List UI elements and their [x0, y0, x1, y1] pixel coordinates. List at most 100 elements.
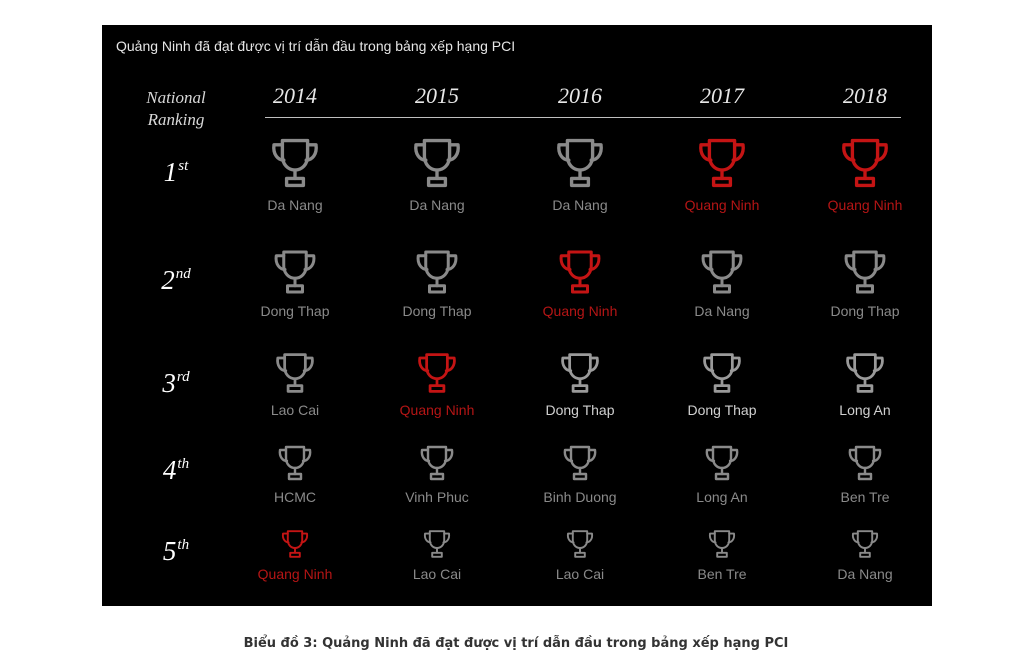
rank-cell: Da Nang: [225, 135, 365, 213]
trophy-icon: [367, 443, 507, 483]
rank-cell: Long An: [795, 350, 935, 418]
rank-label-2: 2nd: [148, 265, 204, 296]
rank-cell: Ben Tre: [652, 528, 792, 582]
year-header-4: 2018: [843, 83, 887, 108]
province-name: Ben Tre: [840, 489, 890, 505]
rank-number: 4: [162, 455, 177, 485]
rank-cell: Da Nang: [510, 135, 650, 213]
province-name: Da Nang: [552, 197, 608, 213]
rank-cell: HCMC: [225, 443, 365, 505]
province-name: Lao Cai: [555, 566, 605, 582]
trophy-icon: [225, 443, 365, 483]
province-name: Dong Thap: [545, 402, 615, 418]
rank-cell: Dong Thap: [367, 247, 507, 319]
province-name: Da Nang: [694, 303, 750, 319]
rank-cell: Dong Thap: [510, 350, 650, 418]
rank-label-1: 1st: [148, 157, 204, 188]
province-name: Quang Ninh: [827, 197, 903, 213]
trophy-icon: [225, 135, 365, 191]
rank-cell: Quang Ninh: [225, 528, 365, 582]
province-name: Quang Ninh: [257, 566, 333, 582]
rank-suffix: rd: [176, 369, 190, 385]
trophy-icon: [510, 247, 650, 297]
year-header-2: 2016: [558, 83, 602, 108]
province-name: Dong Thap: [830, 303, 900, 319]
trophy-icon: [652, 350, 792, 396]
trophy-icon: [652, 135, 792, 191]
province-name: Long An: [839, 402, 891, 418]
trophy-icon: [652, 528, 792, 560]
rank-label-4: 4th: [148, 455, 204, 486]
year-header-3: 2017: [700, 83, 744, 108]
year-header-0: 2014: [273, 83, 317, 108]
province-name: Vinh Phuc: [405, 489, 469, 505]
trophy-icon: [795, 135, 935, 191]
year-header-1: 2015: [415, 83, 459, 108]
province-name: Da Nang: [409, 197, 465, 213]
rank-cell: Quang Ninh: [795, 135, 935, 213]
national-ranking-line2: Ranking: [147, 110, 205, 129]
rank-suffix: th: [177, 537, 190, 553]
rank-cell: Ben Tre: [795, 443, 935, 505]
trophy-icon: [652, 247, 792, 297]
trophy-icon: [795, 350, 935, 396]
province-name: Quang Ninh: [399, 402, 475, 418]
rank-number: 3: [162, 368, 176, 398]
rank-cell: Dong Thap: [225, 247, 365, 319]
national-ranking-label: National Ranking: [118, 87, 234, 131]
rank-cell: Da Nang: [367, 135, 507, 213]
province-name: Ben Tre: [697, 566, 747, 582]
national-ranking-line1: National: [146, 88, 206, 107]
trophy-icon: [367, 350, 507, 396]
rank-cell: Binh Duong: [510, 443, 650, 505]
province-name: Dong Thap: [260, 303, 330, 319]
rank-label-5: 5th: [148, 536, 204, 567]
province-name: Dong Thap: [402, 303, 472, 319]
trophy-icon: [795, 247, 935, 297]
trophy-icon: [795, 443, 935, 483]
rank-cell: Lao Cai: [367, 528, 507, 582]
rank-cell: Lao Cai: [510, 528, 650, 582]
rank-cell: Quang Ninh: [367, 350, 507, 418]
figure-caption: Biểu đồ 3: Quảng Ninh đã đạt được vị trí…: [243, 636, 789, 651]
province-name: Quang Ninh: [684, 197, 760, 213]
trophy-icon: [795, 528, 935, 560]
rank-number: 1: [163, 157, 178, 187]
province-name: Lao Cai: [270, 402, 320, 418]
province-name: Quang Ninh: [542, 303, 618, 319]
trophy-icon: [367, 247, 507, 297]
province-name: HCMC: [274, 489, 316, 505]
rank-cell: Long An: [652, 443, 792, 505]
trophy-icon: [510, 350, 650, 396]
rank-suffix: nd: [175, 266, 191, 282]
province-name: Long An: [696, 489, 748, 505]
panel-title: Quảng Ninh đã đạt được vị trí dẫn đầu tr…: [116, 38, 516, 54]
province-name: Lao Cai: [412, 566, 462, 582]
rank-cell: Dong Thap: [652, 350, 792, 418]
rank-cell: Da Nang: [652, 247, 792, 319]
province-name: Binh Duong: [543, 489, 617, 505]
province-name: Dong Thap: [687, 402, 757, 418]
province-name: Da Nang: [267, 197, 323, 213]
trophy-icon: [652, 443, 792, 483]
rank-cell: Dong Thap: [795, 247, 935, 319]
rank-suffix: st: [178, 158, 189, 174]
rank-cell: Quang Ninh: [652, 135, 792, 213]
rank-label-3: 3rd: [148, 368, 204, 399]
trophy-icon: [510, 135, 650, 191]
trophy-icon: [510, 528, 650, 560]
rank-cell: Quang Ninh: [510, 247, 650, 319]
rank-number: 2: [161, 265, 175, 295]
header-divider: [265, 117, 901, 118]
trophy-icon: [367, 528, 507, 560]
rank-cell: Da Nang: [795, 528, 935, 582]
ranking-panel: Quảng Ninh đã đạt được vị trí dẫn đầu tr…: [102, 25, 932, 606]
trophy-icon: [225, 350, 365, 396]
trophy-icon: [225, 247, 365, 297]
rank-number: 5: [162, 536, 177, 566]
rank-cell: Vinh Phuc: [367, 443, 507, 505]
rank-cell: Lao Cai: [225, 350, 365, 418]
trophy-icon: [510, 443, 650, 483]
province-name: Da Nang: [837, 566, 893, 582]
rank-suffix: th: [177, 456, 190, 472]
